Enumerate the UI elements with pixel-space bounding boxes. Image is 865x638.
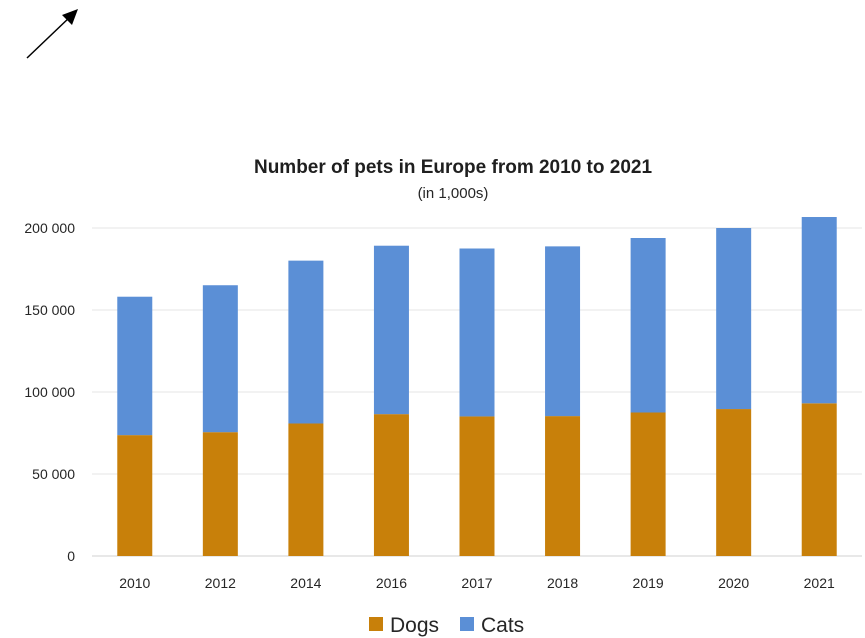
- bar-dogs-2019: [630, 412, 666, 556]
- bar-dogs-2020: [716, 409, 752, 556]
- legend: Dogs Cats: [369, 614, 524, 637]
- x-tick-label: 2018: [547, 575, 578, 591]
- legend-label-cats: Cats: [481, 614, 524, 637]
- x-axis-ticks: 2010 2012 2014 2016 2017 2018 2019 2020 2021: [119, 575, 835, 591]
- bar-cats-2012: [202, 285, 238, 433]
- x-tick-label: 2021: [804, 575, 835, 591]
- x-tick-label: 2020: [718, 575, 749, 591]
- chart-subtitle: (in 1,000s): [418, 185, 489, 202]
- bar-dogs-2018: [545, 416, 581, 556]
- bar-cats-2020: [716, 228, 752, 410]
- legend-swatch-cats: [460, 617, 474, 631]
- bar-cats-2018: [545, 246, 581, 417]
- legend-swatch-dogs: [369, 617, 383, 631]
- x-tick-label: 2017: [461, 575, 492, 591]
- bar-cats-2010: [117, 296, 153, 436]
- x-tick-label: 2010: [119, 575, 150, 591]
- diagonal-arrow-icon: [26, 9, 78, 59]
- y-tick-label: 200 000: [24, 220, 75, 236]
- x-tick-label: 2019: [633, 575, 664, 591]
- y-tick-label: 50 000: [32, 466, 75, 482]
- bar-dogs-2016: [373, 414, 409, 556]
- legend-label-dogs: Dogs: [390, 614, 439, 637]
- bar-cats-2014: [288, 260, 324, 424]
- bar-dogs-2014: [288, 423, 324, 556]
- bar-cats-2021: [801, 217, 837, 404]
- x-tick-label: 2016: [376, 575, 407, 591]
- x-tick-label: 2012: [205, 575, 236, 591]
- chart-title: Number of pets in Europe from 2010 to 20…: [254, 157, 652, 178]
- y-tick-label: 100 000: [24, 384, 75, 400]
- bar-cats-2017: [459, 248, 495, 417]
- bar-cats-2019: [630, 238, 666, 413]
- x-tick-label: 2014: [290, 575, 321, 591]
- bar-dogs-2010: [117, 435, 153, 556]
- y-tick-label: 150 000: [24, 302, 75, 318]
- y-tick-label: 0: [67, 548, 75, 564]
- bars: [117, 217, 837, 556]
- bar-dogs-2021: [801, 403, 837, 556]
- y-axis-ticks: 0 50 000 100 000 150 000 200 000: [24, 220, 75, 564]
- bar-cats-2016: [373, 245, 409, 415]
- bar-dogs-2012: [202, 432, 238, 556]
- bar-dogs-2017: [459, 416, 495, 556]
